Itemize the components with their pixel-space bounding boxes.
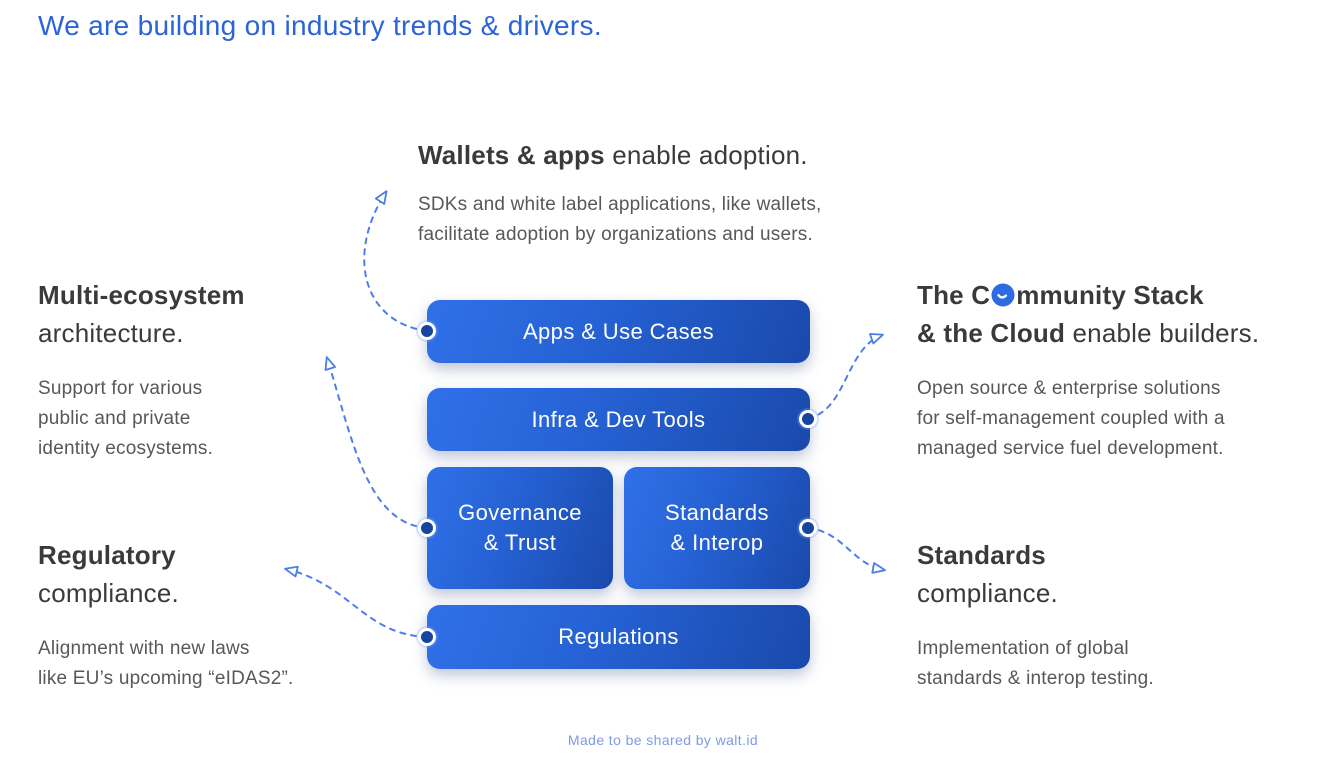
annotation-body: SDKs and white label applications, like … xyxy=(418,194,822,245)
arrow-to-standards xyxy=(807,527,886,574)
annotation-body: Support for various public and private i… xyxy=(38,378,214,459)
annotation-multi-ecosystem: Multi-ecosystem architecture. Support fo… xyxy=(38,276,245,464)
footer-credit: Made to be shared by walt.id xyxy=(567,732,759,748)
annotation-heading: Regulatory compliance. xyxy=(38,540,179,608)
annotation-body: Alignment with new laws like EU’s upcomi… xyxy=(38,638,294,689)
stack-box-governance-trust: Governance & Trust xyxy=(427,467,613,589)
stack-box-label: Infra & Dev Tools xyxy=(531,406,706,432)
stack-box-label: Apps & Use Cases xyxy=(522,318,715,344)
stack-box-regulations: Regulations xyxy=(427,605,810,669)
annotation-heading: Standards compliance. xyxy=(917,540,1058,608)
arrow-to-community xyxy=(807,333,884,419)
annotation-regulatory-compliance: Regulatory compliance. Alignment with ne… xyxy=(38,536,294,694)
stack-box-standards-interop: Standards & Interop xyxy=(624,467,810,589)
stack-box-label: Standards & Interop xyxy=(665,500,769,555)
arrow-to-regulatory xyxy=(284,565,428,638)
annotation-heading: Wallets & apps enable adoption. xyxy=(418,140,808,170)
stack-box-label: Governance & Trust xyxy=(458,500,582,555)
stack-box-infra-dev-tools: Infra & Dev Tools xyxy=(427,388,810,451)
stack-box-label: Regulations xyxy=(558,624,679,649)
walt-id-logo-icon xyxy=(991,279,1015,307)
annotation-body: Open source & enterprise solutions for s… xyxy=(917,378,1225,459)
page-title: We are building on industry trends & dri… xyxy=(38,10,602,41)
annotation-heading: Multi-ecosystem architecture. xyxy=(38,280,245,348)
stack-box-apps-use-cases: Apps & Use Cases xyxy=(427,300,810,363)
annotation-body: Implementation of global standards & int… xyxy=(917,638,1154,689)
annotation-standards-compliance: Standards compliance. Implementation of … xyxy=(917,536,1154,694)
arrow-to-multi-ecosystem xyxy=(324,356,428,529)
annotation-wallets-apps: Wallets & apps enable adoption. SDKs and… xyxy=(418,136,822,250)
